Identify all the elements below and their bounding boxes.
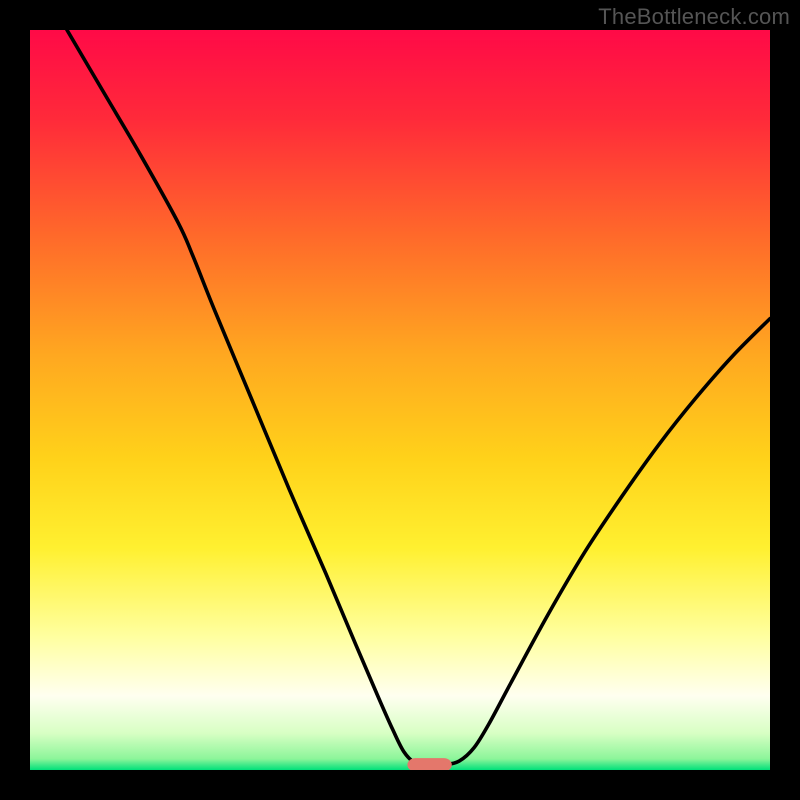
optimal-marker-pill [407,758,451,770]
plot-area [30,30,770,770]
bottleneck-chart [30,30,770,770]
gradient-background [30,30,770,770]
chart-stage: TheBottleneck.com [0,0,800,800]
watermark-text: TheBottleneck.com [598,4,790,30]
